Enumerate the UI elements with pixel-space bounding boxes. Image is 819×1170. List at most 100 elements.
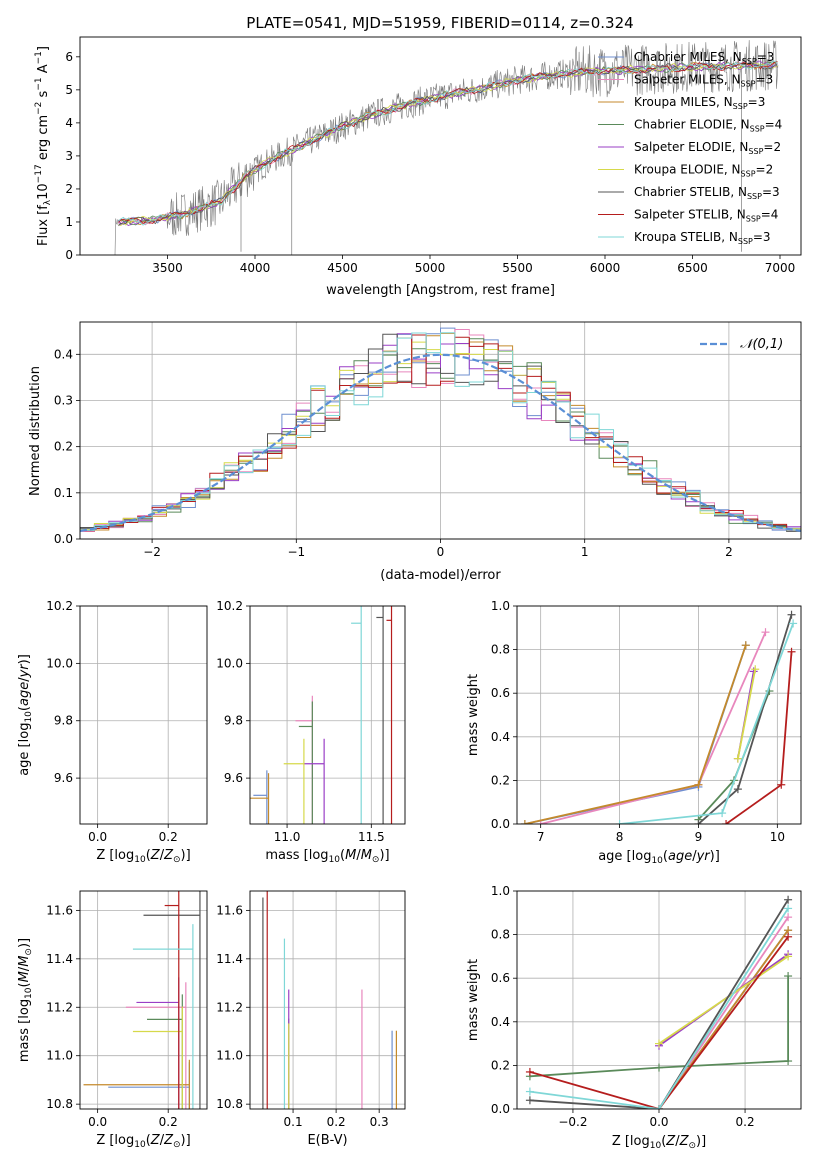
x-tick-label: 0.2 <box>736 1115 755 1129</box>
x-tick-label: 7 <box>537 830 545 844</box>
y-tick-label: 10.2 <box>216 599 243 613</box>
legend-label: Kroupa STELIB, NSSP=3 <box>634 230 771 246</box>
axes-frame <box>79 36 802 256</box>
legend-label: 𝒩(0,1) <box>740 337 783 352</box>
x-tick-label: 10 <box>770 830 785 844</box>
y-tick-label: 0.6 <box>491 686 510 700</box>
x-tick-label: −0.2 <box>558 1115 587 1129</box>
x-tick-label: 9 <box>695 830 703 844</box>
x-tick-label: 0.3 <box>370 1115 389 1129</box>
y-tick-label: 11.6 <box>216 903 243 917</box>
y-tick-label: 0.6 <box>491 971 510 985</box>
plot-area <box>87 592 196 824</box>
y-tick-label: 9.8 <box>224 714 243 728</box>
x-tick-label: 0.0 <box>88 830 107 844</box>
mass-weight-line <box>658 955 789 1045</box>
y-tick-label: 0.0 <box>491 817 510 831</box>
mass-weight-line <box>529 907 789 1109</box>
mass-weight-line <box>524 644 747 824</box>
x-tick-label: 8 <box>616 830 624 844</box>
x-axis-label: wavelength [Angstrom, rest frame] <box>326 283 555 298</box>
y-tick-label: 11.2 <box>216 1000 243 1014</box>
y-axis-label: Normed distribution <box>28 366 43 496</box>
legend-label: Kroupa MILES, NSSP=3 <box>634 95 765 111</box>
y-tick-label: 1.0 <box>491 884 510 898</box>
axes-frame <box>79 605 208 825</box>
plot-area <box>525 895 793 1109</box>
panel-age-vs-Z: 0.0 0.2 9.6 9.8 10.0 10.2 Z [log10(Z/Z⊙)] age [… <box>17 592 208 865</box>
plot-area <box>262 891 397 1109</box>
y-tick-label: 0.1 <box>54 486 73 500</box>
y-tick-label: 11.2 <box>46 1000 73 1014</box>
y-axis-label: mass [log10(M/M⊙)] <box>17 938 34 1062</box>
x-tick-label: 0.1 <box>284 1115 303 1129</box>
axes-frame <box>516 890 802 1110</box>
x-tick-label: 0 <box>437 545 445 559</box>
mass-weight-line <box>529 936 789 1109</box>
axes-frame <box>249 890 406 1110</box>
x-tick-label: 0.0 <box>649 1115 668 1129</box>
residual-histogram <box>80 332 801 535</box>
x-tick-label: −1 <box>287 545 305 559</box>
mass-weight-line <box>725 651 793 824</box>
y-tick-label: 10.8 <box>46 1097 73 1111</box>
axes-frame <box>79 890 208 1110</box>
y-tick-label: 10.2 <box>46 599 73 613</box>
panel-weight-vs-age: 7 8 9 10 0.0 0.2 0.4 0.6 0.8 1.0 age [log10(age/yr… <box>466 599 802 866</box>
mass-weight-line <box>524 644 747 824</box>
y-tick-label: 11.0 <box>216 1049 243 1063</box>
y-tick-label: 0.0 <box>491 1102 510 1116</box>
y-tick-label: 9.6 <box>224 771 243 785</box>
y-tick-label: 0.3 <box>54 393 73 407</box>
y-tick-label: 1.0 <box>491 599 510 613</box>
panel-weight-vs-Z: −0.2 0.0 0.2 0.0 0.2 0.4 0.6 0.8 1.0 Z [log10(Z/Z… <box>466 884 802 1151</box>
y-tick-label: 10.0 <box>46 656 73 670</box>
plot-area <box>80 327 801 536</box>
x-axis-label: E(B-V) <box>307 1133 347 1148</box>
y-tick-label: 6 <box>65 50 73 64</box>
mass-weight-line <box>737 669 757 759</box>
y-tick-label: 11.4 <box>46 952 73 966</box>
panel-residuals: −2 −1 0 1 2 0.0 0.1 0.2 0.3 0.4 (data-model)/error… <box>28 321 802 583</box>
x-tick-label: −2 <box>143 545 161 559</box>
y-tick-label: 0.4 <box>491 1015 510 1029</box>
x-tick-label: 0.2 <box>159 1115 178 1129</box>
legend-label: Kroupa ELODIE, NSSP=2 <box>634 163 773 179</box>
y-tick-label: 0.8 <box>491 643 510 657</box>
x-axis-label: Z [log10(Z/Z⊙)] <box>96 848 190 865</box>
model-spectrum-line <box>118 60 778 226</box>
x-tick-label: 0.0 <box>88 1115 107 1129</box>
y-tick-label: 10.8 <box>216 1097 243 1111</box>
legend-label: Chabrier MILES, NSSP=3 <box>634 50 774 66</box>
x-tick-label: 0.2 <box>159 830 178 844</box>
x-tick-label: 6000 <box>590 261 621 275</box>
y-tick-label: 11.0 <box>46 1049 73 1063</box>
mass-weight-line <box>529 899 789 1109</box>
x-tick-label: 1 <box>581 545 589 559</box>
plot-area <box>250 606 393 824</box>
y-axis-label: age [log10(age/yr)] <box>17 654 34 776</box>
model-spectrum-line <box>118 61 778 226</box>
y-tick-label: 0 <box>65 248 73 262</box>
y-tick-label: 11.6 <box>46 903 73 917</box>
y-tick-label: 1 <box>65 215 73 229</box>
x-tick-label: 0.2 <box>327 1115 346 1129</box>
y-tick-label: 0.4 <box>54 347 73 361</box>
plot-area <box>520 610 798 824</box>
axes-frame <box>249 605 406 825</box>
y-tick-label: 2 <box>65 182 73 196</box>
mass-weight-line <box>529 976 789 1078</box>
y-axis-label: mass weight <box>466 674 481 756</box>
x-tick-label: 4000 <box>240 261 271 275</box>
y-tick-label: 11.4 <box>216 952 243 966</box>
panel-mass-vs-Z: 0.0 0.2 10.8 11.0 11.2 11.4 11.6 Z [log10(Z/Z⊙)… <box>17 890 208 1150</box>
model-spectrum-line <box>118 61 778 227</box>
plot-area <box>83 891 201 1109</box>
normal-reference-curve <box>80 353 801 532</box>
y-axis-label: mass weight <box>466 959 481 1041</box>
y-tick-label: 0.2 <box>54 440 73 454</box>
page-title: PLATE=0541, MJD=51959, FIBERID=0114, z=0… <box>246 14 633 32</box>
x-tick-label: 6500 <box>677 261 708 275</box>
y-tick-label: 0.2 <box>491 773 510 787</box>
y-tick-label: 3 <box>65 149 73 163</box>
